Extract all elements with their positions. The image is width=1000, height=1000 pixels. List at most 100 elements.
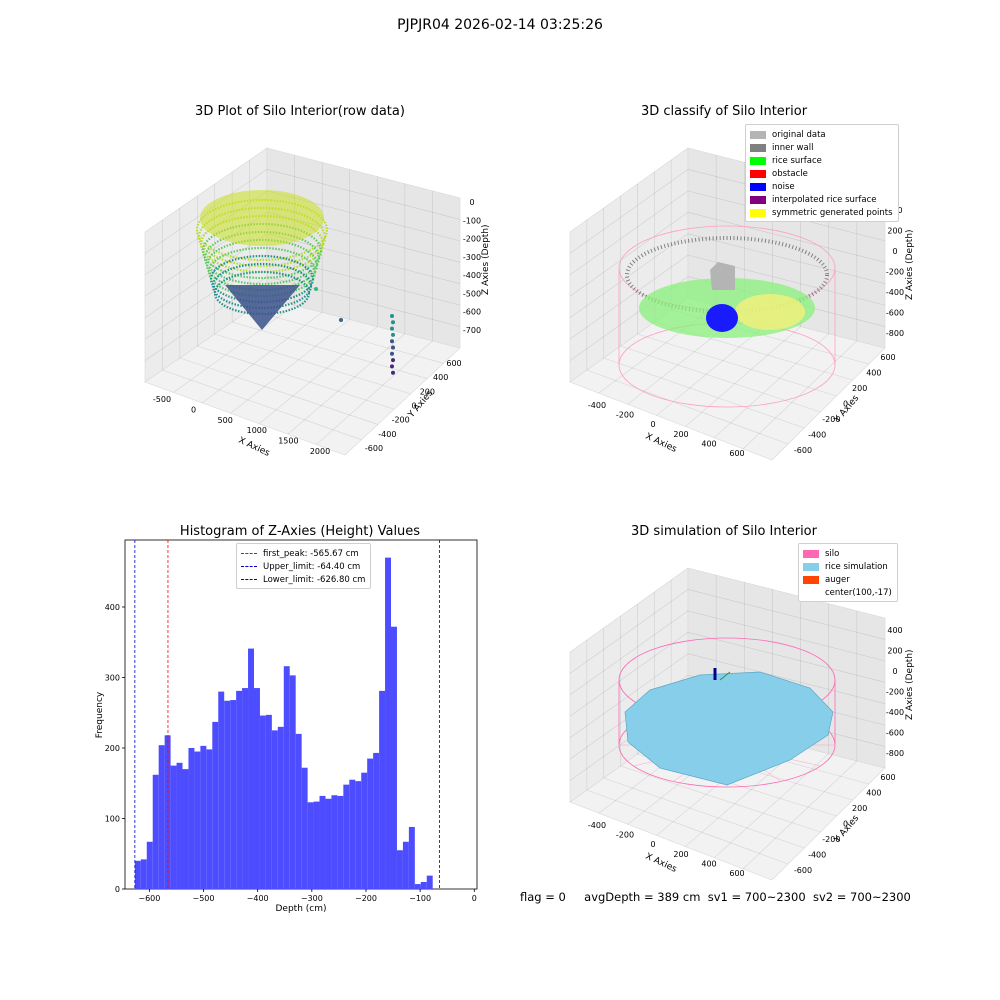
panel4-y-label: Y Axies bbox=[832, 813, 861, 845]
panel4-x-tick: 600 bbox=[729, 869, 744, 878]
center-marker bbox=[719, 671, 731, 681]
histogram-bar bbox=[182, 769, 189, 889]
panel4-z-label: Z Axies (Depth) bbox=[905, 649, 915, 720]
point-cloud-ring bbox=[197, 206, 327, 268]
grid-line bbox=[742, 760, 858, 870]
legend-label: silo bbox=[825, 548, 840, 559]
panel1-x-tick: 1000 bbox=[247, 426, 267, 435]
outlier-point bbox=[391, 332, 395, 337]
panel2-y-tick: 400 bbox=[866, 369, 881, 378]
histogram-bar bbox=[271, 730, 278, 889]
grid-line bbox=[569, 190, 689, 276]
outlier-point bbox=[390, 351, 394, 356]
legend-label: inner wall bbox=[772, 142, 814, 153]
panel4-y-tick: 400 bbox=[866, 789, 881, 798]
panel2-z-tick: 200 bbox=[887, 227, 902, 236]
panel1-z-tick: -300 bbox=[463, 253, 481, 262]
grid-line bbox=[685, 326, 801, 427]
y-tick-label: 200 bbox=[105, 744, 120, 753]
grid-line bbox=[266, 254, 461, 306]
panel1-y-tick: 200 bbox=[420, 387, 435, 396]
panel2-y-tick: 200 bbox=[852, 384, 867, 393]
legend-line-lower bbox=[241, 579, 257, 580]
panel4-y-tick: 600 bbox=[880, 773, 895, 782]
panel3-title: Histogram of Z-Axies (Height) Values bbox=[179, 524, 421, 539]
grid-line bbox=[569, 589, 689, 674]
symmetric-points bbox=[735, 294, 805, 330]
panel4-z-tick: -400 bbox=[886, 708, 904, 717]
histogram-bar bbox=[170, 765, 177, 889]
legend-label: rice simulation bbox=[825, 561, 888, 572]
histogram-bar bbox=[331, 795, 338, 889]
legend-swatch-original bbox=[750, 130, 766, 139]
histogram-bar bbox=[158, 745, 165, 889]
legend-item: auger bbox=[803, 573, 892, 586]
grid-line bbox=[197, 345, 395, 410]
legend-swatch-rice-surface bbox=[750, 156, 766, 165]
panel2-x-tick: 600 bbox=[729, 449, 744, 458]
legend-swatch-center bbox=[803, 589, 819, 597]
grid-line bbox=[620, 765, 821, 833]
grid-line bbox=[569, 254, 689, 340]
grid-line bbox=[687, 653, 886, 705]
histogram-bar bbox=[206, 749, 213, 889]
panel1-y-tick: 0 bbox=[411, 402, 416, 411]
histogram-bar bbox=[236, 690, 243, 889]
histogram-bar bbox=[319, 795, 326, 889]
status-line: flag = 0 avgDepth = 389 cm sv1 = 700~230… bbox=[520, 890, 911, 904]
outlier-point bbox=[390, 339, 394, 344]
grid-line bbox=[259, 326, 378, 424]
histogram-bar bbox=[295, 733, 302, 889]
histogram-bar bbox=[200, 745, 207, 889]
histogram-bar bbox=[361, 772, 368, 889]
histogram-bar bbox=[146, 841, 153, 889]
x-tick-label: −100 bbox=[409, 894, 431, 903]
grid-line bbox=[266, 276, 461, 327]
legend-label: rice surface bbox=[772, 155, 822, 166]
histogram-bar bbox=[259, 715, 266, 889]
grid-line bbox=[232, 321, 428, 379]
panel1-y-tick: -600 bbox=[365, 444, 383, 453]
panel1-x-tick: -500 bbox=[153, 395, 171, 404]
grid-line bbox=[144, 233, 268, 318]
x-tick-label: −300 bbox=[301, 894, 323, 903]
histogram-bar bbox=[391, 626, 397, 889]
panel1-x-tick: 1500 bbox=[278, 437, 298, 446]
grid-line bbox=[266, 169, 461, 220]
legend-swatch-rice-simulation bbox=[803, 562, 819, 571]
rice-simulation-surface bbox=[624, 671, 834, 786]
grid-line bbox=[603, 357, 805, 429]
legend-swatch-noise bbox=[750, 182, 766, 191]
histogram-bar bbox=[385, 557, 392, 889]
grid-line bbox=[569, 610, 689, 696]
histogram-bar bbox=[343, 784, 350, 889]
legend-item: original data bbox=[750, 128, 893, 141]
panel1-z-tick: -500 bbox=[463, 289, 481, 298]
histogram-bar bbox=[307, 802, 314, 889]
panel2-y-tick: 600 bbox=[880, 353, 895, 362]
grid-line bbox=[620, 345, 821, 413]
panel4-z-tick: 400 bbox=[887, 626, 902, 635]
histogram-bar bbox=[289, 675, 296, 889]
grid-line bbox=[266, 233, 461, 285]
point-cloud-ring bbox=[207, 246, 317, 298]
legend-label: symmetric generated points bbox=[772, 207, 893, 218]
histogram-bar bbox=[265, 714, 272, 889]
panel2-z-tick: -600 bbox=[886, 309, 904, 318]
outlier-point bbox=[390, 326, 394, 331]
panel2-legend: original data inner wall rice surface ob… bbox=[745, 124, 899, 222]
legend-item: rice simulation bbox=[803, 560, 892, 573]
panel2-title: 3D classify of Silo Interior bbox=[640, 104, 808, 119]
x-tick-label: −400 bbox=[247, 894, 269, 903]
panel2-z-tick: -400 bbox=[886, 288, 904, 297]
panel2-y-tick: -600 bbox=[794, 446, 812, 455]
panel4-y-tick: 0 bbox=[843, 820, 848, 829]
histogram-bar bbox=[349, 779, 356, 889]
legend-item: Lower_limit: -626.80 cm bbox=[241, 573, 365, 586]
panel4-y-tick: -400 bbox=[808, 851, 826, 860]
panel3-x-label: Depth (cm) bbox=[275, 904, 326, 914]
noise-points bbox=[706, 304, 738, 332]
x-tick-label: −200 bbox=[355, 894, 377, 903]
legend-item: obstacle bbox=[750, 167, 893, 180]
outlier-point bbox=[391, 345, 395, 350]
